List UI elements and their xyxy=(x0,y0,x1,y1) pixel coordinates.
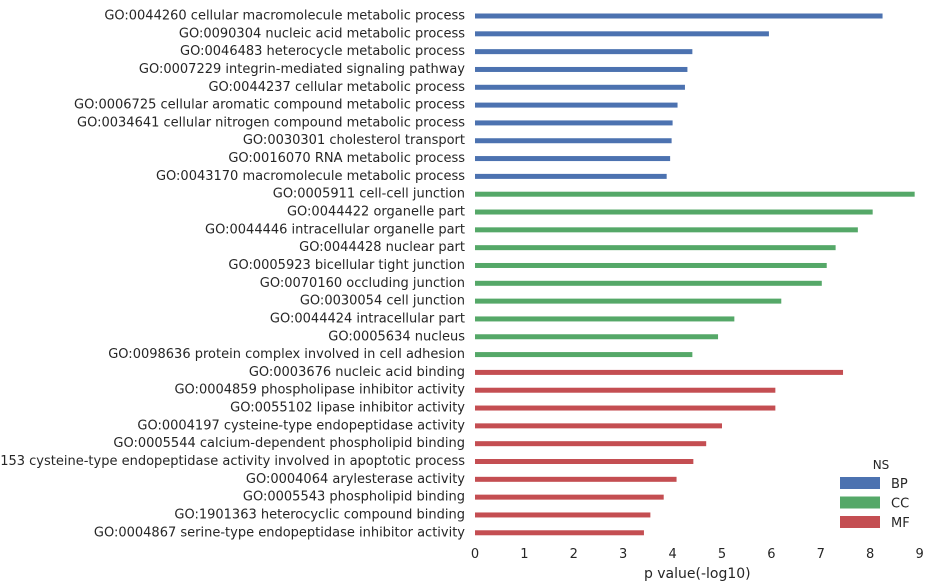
category-label: GO:0006725 cellular aromatic compound me… xyxy=(74,98,465,113)
category-label: GO:0055102 lipase inhibitor activity xyxy=(230,401,465,416)
bar-bp xyxy=(475,66,688,72)
category-label: GO:0070160 occluding junction xyxy=(260,276,465,291)
legend: NS BP CC MF xyxy=(840,458,910,531)
category-label: GO:0044260 cellular macromolecule metabo… xyxy=(104,9,465,24)
legend-swatch-cc xyxy=(840,496,880,509)
bar-mf xyxy=(475,405,776,411)
category-label: GO:0003676 nucleic acid binding xyxy=(249,365,465,380)
bar-mf xyxy=(475,387,776,393)
bar-cc xyxy=(475,298,782,304)
bar-bp xyxy=(475,49,693,55)
x-tick-label: 7 xyxy=(817,547,825,562)
bar-bp xyxy=(475,102,678,108)
x-tick-label: 0 xyxy=(471,547,479,562)
bar-mf xyxy=(475,459,694,464)
bar-cc xyxy=(475,262,827,268)
legend-swatch-bp xyxy=(840,477,880,489)
category-label: GO:0034641 cellular nitrogen compound me… xyxy=(77,115,465,130)
bar-cc xyxy=(475,316,735,322)
category-label: GO:1901363 heterocyclic compound binding xyxy=(174,507,465,522)
bar-cc xyxy=(475,209,873,215)
x-tick-label: 1 xyxy=(520,547,528,562)
bar-cc xyxy=(475,334,719,340)
category-label: GO:0046483 heterocycle metabolic process xyxy=(180,44,465,59)
category-label: GO:0090304 nucleic acid metabolic proces… xyxy=(179,26,465,41)
bar-bp xyxy=(475,31,769,37)
category-label: GO:0005923 bicellular tight junction xyxy=(228,258,465,273)
category-label: GO:0030301 cholesterol transport xyxy=(243,133,465,148)
bar-cc xyxy=(475,227,858,233)
bar-mf xyxy=(475,476,677,482)
category-label: GO:0004064 arylesterase activity xyxy=(246,472,465,487)
bar-bp xyxy=(475,13,883,19)
category-label: GO:0005543 phospholipid binding xyxy=(243,490,465,505)
category-labels: GO:0044260 cellular macromolecule metabo… xyxy=(0,9,465,541)
bar-cc xyxy=(475,191,915,197)
legend-swatch-mf xyxy=(840,516,880,528)
x-tick-label: 9 xyxy=(915,547,923,562)
x-tick-label: 6 xyxy=(767,547,775,562)
x-tick-label: 8 xyxy=(866,547,874,562)
bar-bp xyxy=(475,84,685,90)
x-tick-label: 3 xyxy=(619,547,627,562)
x-tick-label: 2 xyxy=(570,547,578,562)
category-label: GO:0044428 nuclear part xyxy=(299,240,465,255)
bar-bp xyxy=(475,173,667,179)
legend-title: NS xyxy=(873,458,890,472)
x-axis-title: p value(-log10) xyxy=(644,566,751,582)
bar-bp xyxy=(475,156,671,162)
legend-label: CC xyxy=(891,497,909,512)
category-label: GO:0004867 serine-type endopeptidase inh… xyxy=(94,525,465,540)
bar-mf xyxy=(475,441,707,447)
bar-mf xyxy=(475,369,844,375)
category-label: GO:0030054 cell junction xyxy=(300,294,465,309)
category-label: GO:0044422 organelle part xyxy=(287,205,465,220)
bar-bp xyxy=(475,138,672,144)
category-label: GO:0005544 calcium-dependent phospholipi… xyxy=(113,436,465,451)
bar-mf xyxy=(475,423,722,429)
bar-cc xyxy=(475,245,836,251)
category-label: GO:0004859 phospholipase inhibitor activ… xyxy=(174,383,465,398)
category-label: GO:0004197 cysteine-type endopeptidase a… xyxy=(137,418,465,433)
category-label: GO:0005911 cell-cell junction xyxy=(273,187,465,202)
category-label: GO:0098636 protein complex involved in c… xyxy=(108,347,465,362)
legend-label: MF xyxy=(891,516,910,531)
category-label: GO:0097153 cysteine-type endopeptidase a… xyxy=(0,454,465,469)
category-label: GO:0005634 nucleus xyxy=(328,329,465,344)
legend-entries: BP CC MF xyxy=(840,477,910,531)
category-label: GO:0016070 RNA metabolic process xyxy=(228,151,465,166)
category-label: GO:0007229 integrin-mediated signaling p… xyxy=(139,62,465,77)
bar-mf xyxy=(475,530,644,536)
category-label: GO:0044424 intracellular part xyxy=(270,311,465,326)
category-label: GO:0044446 intracellular organelle part xyxy=(205,222,465,237)
x-tick-label: 4 xyxy=(668,547,676,562)
bar-mf xyxy=(475,512,651,518)
bar-bp xyxy=(475,120,673,126)
bar-cc xyxy=(475,280,822,286)
x-tick-label: 5 xyxy=(718,547,726,562)
category-label: GO:0043170 macromolecule metabolic proce… xyxy=(156,169,465,184)
bar-mf xyxy=(475,494,664,500)
category-label: GO:0044237 cellular metabolic process xyxy=(208,80,465,95)
x-axis-ticks: 0 1 2 3 4 5 6 7 8 9 xyxy=(471,547,924,562)
bars xyxy=(475,13,915,536)
bar-cc xyxy=(475,352,693,358)
legend-label: BP xyxy=(891,477,908,492)
